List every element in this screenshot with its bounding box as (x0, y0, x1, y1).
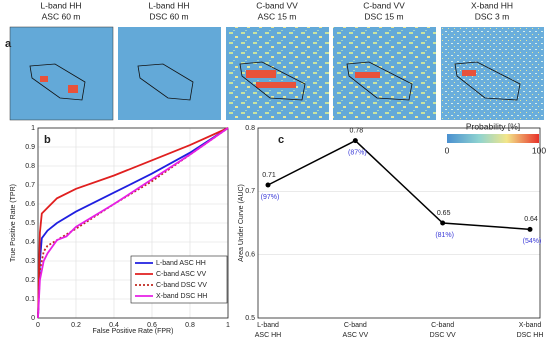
x-tick-label: C-band (344, 322, 367, 329)
value-label: 0.64 (524, 216, 538, 223)
value-label: 0.65 (437, 210, 451, 217)
x-tick-label: C-band (431, 322, 454, 329)
map-images (10, 27, 544, 120)
roc-curve (37, 127, 229, 319)
map-frame (9, 26, 114, 121)
y-tick-label: 0.4 (25, 239, 35, 246)
y-tick-label: 0.5 (245, 315, 255, 322)
auc-point (265, 182, 271, 188)
panel-label: c (278, 134, 284, 146)
x-tick-label: X-band (519, 322, 542, 329)
auc-point (352, 138, 358, 144)
annotation: (97%) (261, 194, 280, 201)
panel-label: a (5, 38, 12, 50)
roc-curve (37, 127, 229, 319)
plot-frame (37, 127, 229, 319)
y-tick-label: 1 (31, 125, 35, 132)
y-tick-label: 0.8 (25, 163, 35, 170)
value-label: 0.78 (350, 128, 364, 135)
roc-curve (37, 127, 229, 319)
x-tick-label: 0.8 (185, 322, 195, 329)
legend-label: X-band DSC HH (156, 293, 207, 300)
legend-label: C-band DSC VV (156, 282, 207, 289)
y-tick-label: 0.5 (25, 220, 35, 227)
x-tick-label: 0.6 (147, 322, 157, 329)
map-title: L-band HH (40, 0, 81, 10)
x-tick-label: DSC VV (430, 332, 456, 339)
x-tick-label: ASC VV (342, 332, 368, 339)
x-tick-label: ASC HH (255, 332, 281, 339)
x-tick-label: 0 (36, 322, 40, 329)
x-tick-label: 0.2 (71, 322, 81, 329)
legend-label: C-band ASC VV (156, 271, 207, 278)
y-tick-label: 0.6 (245, 252, 255, 259)
auc-point (440, 220, 446, 226)
map-title: ASC 15 m (258, 11, 297, 21)
legend-label: L-band ASC HH (156, 260, 206, 267)
x-tick-label: L-band (257, 322, 279, 329)
map-title: ASC 60 m (42, 11, 81, 21)
annotation: (54%) (523, 238, 542, 245)
x-tick-label: 1 (226, 322, 230, 329)
y-axis-label: True Positive Rate (TPR) (10, 184, 17, 262)
y-tick-label: 0.1 (25, 296, 35, 303)
y-tick-label: 0.7 (245, 188, 255, 195)
y-tick-label: 0.2 (25, 277, 35, 284)
colorbar (447, 134, 539, 143)
y-tick-label: 0 (31, 315, 35, 322)
map-title: DSC 15 m (364, 11, 403, 21)
map-title: DSC 60 m (149, 11, 188, 21)
map-title: L-band HH (148, 0, 189, 10)
auc-point (527, 226, 533, 232)
panel-label: b (44, 134, 51, 146)
y-tick-label: 0.7 (25, 182, 35, 189)
annotation: (87%) (348, 150, 367, 157)
x-tick-label: DSC HH (517, 332, 544, 339)
map-title: DSC 3 m (475, 11, 509, 21)
y-tick-label: 0.6 (25, 201, 35, 208)
colorbar-tick-label: 100 (532, 145, 546, 155)
y-tick-label: 0.9 (25, 144, 35, 151)
x-tick-label: 0.4 (109, 322, 119, 329)
auc-line (267, 139, 531, 231)
colorbar-tick-label: 0 (445, 145, 450, 155)
y-axis-label: Area Under Curve (AUC) (238, 184, 245, 262)
y-tick-label: 0.3 (25, 258, 35, 265)
x-axis-label: False Positive Rate (FPR) (93, 328, 174, 335)
map-title: X-band HH (471, 0, 513, 10)
map-title: C-band VV (363, 0, 405, 10)
map-title: C-band VV (256, 0, 298, 10)
y-tick-label: 0.8 (245, 125, 255, 132)
colorbar-label: Probability [%] (466, 121, 520, 131)
annotation: (81%) (435, 232, 454, 239)
value-label: 0.71 (262, 172, 276, 179)
roc-curve (37, 127, 229, 319)
plot-frame (257, 127, 541, 319)
